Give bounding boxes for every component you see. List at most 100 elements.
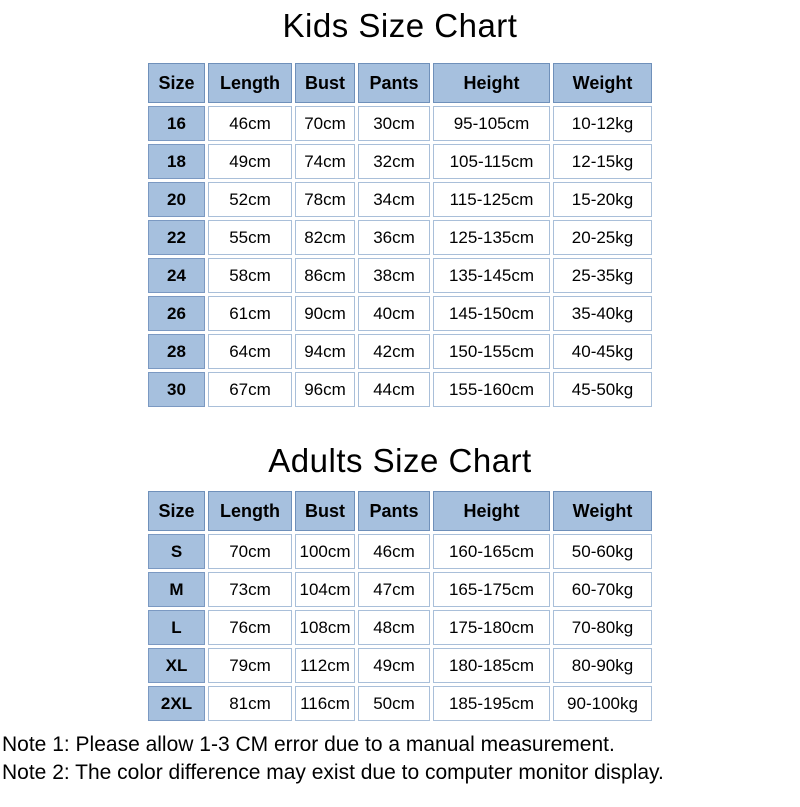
- table-row: XL 79cm 112cm 49cm 180-185cm 80-90kg: [148, 648, 652, 683]
- column-header-pants: Pants: [358, 491, 430, 531]
- value-cell: 20-25kg: [553, 220, 652, 255]
- column-header-weight: Weight: [553, 63, 652, 103]
- size-cell: 20: [148, 182, 205, 217]
- value-cell: 81cm: [208, 686, 292, 721]
- column-header-pants: Pants: [358, 63, 430, 103]
- value-cell: 40-45kg: [553, 334, 652, 369]
- value-cell: 180-185cm: [433, 648, 550, 683]
- value-cell: 78cm: [295, 182, 355, 217]
- value-cell: 15-20kg: [553, 182, 652, 217]
- value-cell: 135-145cm: [433, 258, 550, 293]
- header-row: Size Length Bust Pants Height Weight: [148, 491, 652, 531]
- adults-chart-title: Adults Size Chart: [268, 442, 532, 479]
- size-cell: S: [148, 534, 205, 569]
- value-cell: 94cm: [295, 334, 355, 369]
- column-header-height: Height: [433, 63, 550, 103]
- column-header-size: Size: [148, 63, 205, 103]
- size-cell: 30: [148, 372, 205, 407]
- kids-chart-title: Kids Size Chart: [282, 7, 518, 44]
- kids-size-table: Size Length Bust Pants Height Weight 16 46cm 70c…: [145, 60, 655, 410]
- value-cell: 70-80kg: [553, 610, 652, 645]
- value-cell: 160-165cm: [433, 534, 550, 569]
- value-cell: 95-105cm: [433, 106, 550, 141]
- value-cell: 30cm: [358, 106, 430, 141]
- value-cell: 165-175cm: [433, 572, 550, 607]
- table-row: 24 58cm 86cm 38cm 135-145cm 25-35kg: [148, 258, 652, 293]
- value-cell: 50-60kg: [553, 534, 652, 569]
- value-cell: 80-90kg: [553, 648, 652, 683]
- notes-section: Note 1: Please allow 1-3 CM error due to…: [2, 731, 800, 787]
- value-cell: 32cm: [358, 144, 430, 179]
- column-header-bust: Bust: [295, 63, 355, 103]
- adults-size-table: Size Length Bust Pants Height Weight S 70cm 100c…: [145, 488, 655, 724]
- value-cell: 70cm: [295, 106, 355, 141]
- value-cell: 100cm: [295, 534, 355, 569]
- value-cell: 34cm: [358, 182, 430, 217]
- value-cell: 48cm: [358, 610, 430, 645]
- value-cell: 40cm: [358, 296, 430, 331]
- table-row: M 73cm 104cm 47cm 165-175cm 60-70kg: [148, 572, 652, 607]
- size-cell: 26: [148, 296, 205, 331]
- column-header-weight: Weight: [553, 491, 652, 531]
- value-cell: 96cm: [295, 372, 355, 407]
- note-2: Note 2: The color difference may exist d…: [2, 761, 664, 784]
- table-row: 18 49cm 74cm 32cm 105-115cm 12-15kg: [148, 144, 652, 179]
- value-cell: 115-125cm: [433, 182, 550, 217]
- value-cell: 79cm: [208, 648, 292, 683]
- table-row: L 76cm 108cm 48cm 175-180cm 70-80kg: [148, 610, 652, 645]
- value-cell: 116cm: [295, 686, 355, 721]
- value-cell: 155-160cm: [433, 372, 550, 407]
- value-cell: 185-195cm: [433, 686, 550, 721]
- value-cell: 46cm: [208, 106, 292, 141]
- table-row: 26 61cm 90cm 40cm 145-150cm 35-40kg: [148, 296, 652, 331]
- value-cell: 64cm: [208, 334, 292, 369]
- value-cell: 175-180cm: [433, 610, 550, 645]
- value-cell: 58cm: [208, 258, 292, 293]
- size-cell: M: [148, 572, 205, 607]
- value-cell: 82cm: [295, 220, 355, 255]
- value-cell: 60-70kg: [553, 572, 652, 607]
- table-row: 16 46cm 70cm 30cm 95-105cm 10-12kg: [148, 106, 652, 141]
- note-1: Note 1: Please allow 1-3 CM error due to…: [2, 733, 615, 756]
- value-cell: 86cm: [295, 258, 355, 293]
- size-cell: 18: [148, 144, 205, 179]
- value-cell: 55cm: [208, 220, 292, 255]
- size-cell: 28: [148, 334, 205, 369]
- value-cell: 90cm: [295, 296, 355, 331]
- value-cell: 35-40kg: [553, 296, 652, 331]
- header-row: Size Length Bust Pants Height Weight: [148, 63, 652, 103]
- value-cell: 50cm: [358, 686, 430, 721]
- value-cell: 47cm: [358, 572, 430, 607]
- table-row: 20 52cm 78cm 34cm 115-125cm 15-20kg: [148, 182, 652, 217]
- value-cell: 52cm: [208, 182, 292, 217]
- value-cell: 150-155cm: [433, 334, 550, 369]
- value-cell: 74cm: [295, 144, 355, 179]
- table-row: S 70cm 100cm 46cm 160-165cm 50-60kg: [148, 534, 652, 569]
- table-row: 30 67cm 96cm 44cm 155-160cm 45-50kg: [148, 372, 652, 407]
- table-row: 28 64cm 94cm 42cm 150-155cm 40-45kg: [148, 334, 652, 369]
- size-cell: XL: [148, 648, 205, 683]
- value-cell: 46cm: [358, 534, 430, 569]
- column-header-bust: Bust: [295, 491, 355, 531]
- value-cell: 125-135cm: [433, 220, 550, 255]
- value-cell: 42cm: [358, 334, 430, 369]
- value-cell: 49cm: [208, 144, 292, 179]
- value-cell: 112cm: [295, 648, 355, 683]
- value-cell: 67cm: [208, 372, 292, 407]
- column-header-length: Length: [208, 63, 292, 103]
- value-cell: 36cm: [358, 220, 430, 255]
- size-cell: 2XL: [148, 686, 205, 721]
- column-header-length: Length: [208, 491, 292, 531]
- column-header-height: Height: [433, 491, 550, 531]
- value-cell: 76cm: [208, 610, 292, 645]
- value-cell: 45-50kg: [553, 372, 652, 407]
- value-cell: 70cm: [208, 534, 292, 569]
- value-cell: 44cm: [358, 372, 430, 407]
- size-cell: L: [148, 610, 205, 645]
- column-header-size: Size: [148, 491, 205, 531]
- value-cell: 104cm: [295, 572, 355, 607]
- value-cell: 73cm: [208, 572, 292, 607]
- value-cell: 105-115cm: [433, 144, 550, 179]
- value-cell: 145-150cm: [433, 296, 550, 331]
- value-cell: 10-12kg: [553, 106, 652, 141]
